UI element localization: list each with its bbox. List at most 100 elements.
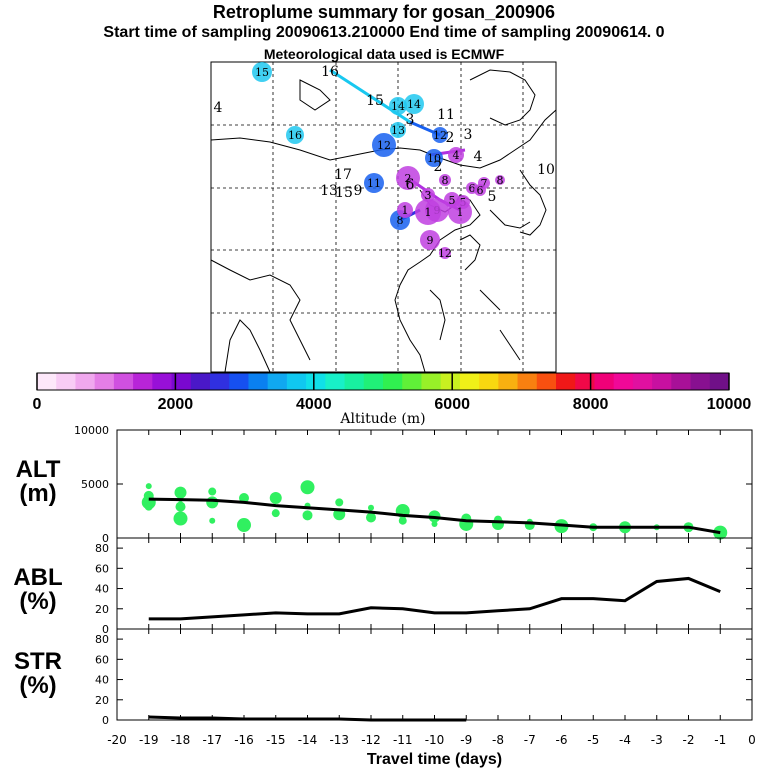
alt-cluster-point — [492, 517, 504, 530]
series-line — [148, 576, 721, 621]
x-axis-label: Travel time (days) — [367, 751, 502, 768]
plume-marker-circle — [448, 147, 464, 163]
plume-marker-label: 2 — [434, 159, 443, 175]
x-tick-label: -4 — [619, 733, 631, 747]
abl-panel-label: ABL (%) — [8, 566, 68, 614]
plume-marker-circle — [474, 184, 486, 196]
plume-marker-label: 12 — [438, 247, 452, 260]
colorbar-swatch — [556, 373, 576, 390]
plume-marker-label: 3 — [464, 127, 473, 143]
x-tick-label: -20 — [107, 733, 127, 747]
colorbar-swatch — [613, 373, 634, 390]
plume-marker-label: 14 — [407, 98, 421, 111]
alt-cluster-point — [145, 483, 152, 490]
plume-marker-circle — [396, 166, 420, 190]
alt-cluster-point — [174, 486, 187, 499]
alt-label-unit: (m) — [19, 480, 57, 507]
colorbar-swatch — [632, 373, 653, 390]
plume-marker-label: 10 — [427, 152, 441, 165]
plume-marker-label: 8 — [397, 214, 404, 227]
str-label-unit: (%) — [19, 672, 57, 699]
plume-marker-label: 8 — [442, 174, 449, 187]
y-tick-label: 40 — [95, 674, 109, 687]
plume-marker-label: 13 — [391, 124, 405, 137]
plume-marker-circle — [389, 97, 407, 115]
colorbar-swatch — [267, 373, 288, 390]
y-tick-label: 0 — [102, 714, 109, 727]
colorbar-tick-label: 0 — [33, 396, 42, 413]
plume-marker-label: 6 — [477, 184, 484, 197]
y-tick-label: 0 — [102, 623, 109, 636]
y-tick-label: 20 — [95, 694, 109, 707]
y-tick-label: 5000 — [81, 478, 109, 491]
plume-marker-label: 10 — [537, 162, 555, 178]
plume-marker-circle — [495, 175, 505, 185]
panel-frame — [116, 628, 753, 721]
alt-panel-label: ALT (m) — [8, 458, 68, 506]
plume-marker-label: 1 — [457, 206, 464, 219]
alt-cluster-point — [302, 510, 313, 521]
colorbar-tick-label: 2000 — [158, 396, 194, 413]
y-tick-label: 10000 — [74, 424, 109, 437]
chart-title: Retroplume summary for gosan_200906 — [212, 2, 556, 22]
plume-marker-circle — [425, 149, 443, 167]
alt-cluster-point — [239, 493, 249, 504]
colorbar-swatch — [229, 373, 249, 390]
plume-marker-label: 15 — [335, 185, 353, 201]
colorbar-tick-label: 4000 — [296, 396, 332, 413]
colorbar-swatch — [363, 373, 384, 390]
alt-cluster-point — [144, 502, 153, 511]
colorbar-swatch — [709, 373, 730, 390]
colorbar-swatch — [210, 373, 230, 390]
alt-cluster-point — [398, 516, 407, 525]
y-tick-label: 60 — [95, 562, 109, 575]
x-tick-label: -1 — [714, 733, 726, 747]
alt-cluster-point — [237, 518, 251, 533]
plume-marker-label: 5 — [449, 194, 456, 207]
abl-label-unit: (%) — [19, 588, 57, 615]
colorbar-tick-label: 10000 — [707, 396, 752, 413]
y-tick-label: 40 — [95, 583, 109, 596]
abl-label-top: ABL — [13, 564, 63, 591]
alt-label-top: ALT — [15, 456, 61, 483]
colorbar-swatch — [325, 373, 346, 390]
plume-marker-circle — [439, 247, 451, 259]
colorbar-swatch — [652, 373, 672, 390]
y-tick-label: 0 — [102, 532, 109, 545]
alt-cluster-point — [431, 520, 438, 527]
plume-marker-label: 8 — [497, 174, 504, 187]
plume-marker-circle — [372, 133, 396, 157]
alt-cluster-point — [366, 512, 376, 523]
plume-marker-circle — [421, 188, 435, 202]
plume-marker-label: 9 — [427, 234, 434, 247]
map-panel: 1516151414161213121117131591042384567810… — [210, 61, 557, 373]
plume-marker-label: 12 — [433, 129, 447, 142]
plume-marker-label: 4 — [214, 100, 223, 116]
map-grid — [211, 62, 556, 372]
x-tick-label: -17 — [202, 733, 222, 747]
alt-cluster-point — [206, 496, 219, 509]
plume-marker-circle — [404, 94, 424, 114]
plume-marker-circle — [397, 202, 413, 218]
colorbar-swatch — [479, 373, 499, 390]
plume-marker-label: 3 — [425, 189, 432, 202]
colorbar-swatch — [383, 373, 403, 390]
colorbar-swatch — [133, 373, 153, 390]
alt-cluster-point — [209, 517, 216, 524]
plume-marker-label: 11 — [367, 177, 381, 190]
colorbar-swatch — [440, 373, 461, 390]
colorbar-axis-label: Altitude (m) — [339, 411, 425, 427]
colorbar-swatch — [517, 373, 538, 390]
colorbar-swatch — [37, 373, 57, 390]
colorbar-swatch — [248, 373, 269, 390]
plume-marker-circle — [364, 173, 384, 193]
x-tick-label: -14 — [298, 733, 318, 747]
colorbar-swatch — [75, 373, 96, 390]
x-tick-label: -3 — [651, 733, 663, 747]
colorbar-swatch — [671, 373, 692, 390]
sampling-time-line: Start time of sampling 20090613.210000 E… — [103, 24, 665, 41]
plume-marker-circle — [432, 127, 448, 143]
panel-frame — [116, 537, 753, 630]
plume-marker-circle — [439, 174, 451, 186]
